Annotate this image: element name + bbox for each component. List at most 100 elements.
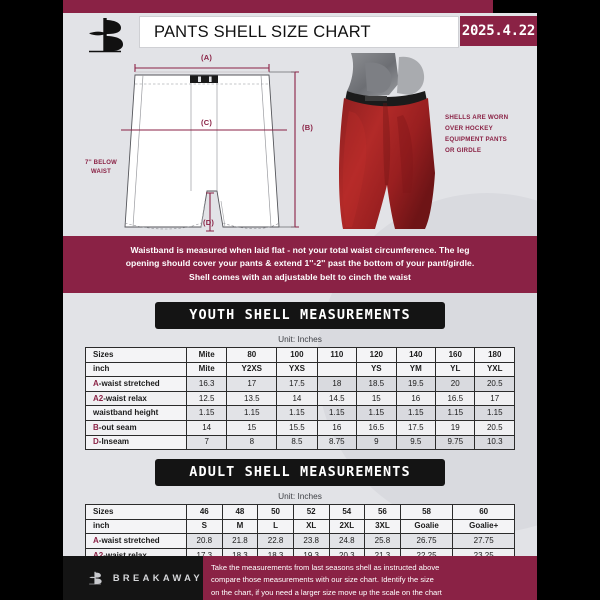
table-cell <box>316 361 358 378</box>
table-cell: Mite <box>185 346 228 363</box>
table-cell: 9.5 <box>395 434 437 451</box>
row-marker: A <box>93 378 99 388</box>
pants-shell-product-photo <box>339 53 435 229</box>
table-cell: 12.5 <box>185 390 228 407</box>
table-row: D-Inseam 7 8 8.5 8.75 9 9.5 9.75 10.3 <box>85 434 515 451</box>
band-line-1: Waistband is measured when laid flat - n… <box>130 245 470 255</box>
table-cell: 17 <box>226 376 278 392</box>
table-cell: 1.15 <box>356 405 397 421</box>
table-cell: 21.3 <box>364 547 401 556</box>
table-cell: 3XL <box>364 518 401 535</box>
shell-worn-note: SHELLS ARE WORN OVER HOCKEY EQUIPMENT PANT… <box>445 114 509 154</box>
table-cell: 54 <box>328 504 366 520</box>
table-cell: 1.15 <box>226 405 278 421</box>
footer: BREAKAWAY Take the measurements from las… <box>0 556 600 600</box>
footer-line-2: compare those measurements with our size… <box>211 575 434 585</box>
below-waist-note: 7'' BELOW WAIST <box>85 160 117 175</box>
table-cell: 140 <box>395 346 437 363</box>
table-row: waistband height 1.15 1.15 1.15 1.15 1.15 1.15… <box>85 405 515 421</box>
row-label: waistband height <box>85 405 187 421</box>
table-cell: Y2XS <box>226 361 278 378</box>
table-cell: 25.8 <box>364 533 401 549</box>
table-cell: 14.5 <box>316 390 358 407</box>
table-cell: 27.75 <box>452 533 515 549</box>
table-cell: 56 <box>364 504 401 520</box>
table-cell: 7 <box>185 434 228 451</box>
footer-brand: BREAKAWAY <box>63 556 203 600</box>
table-cell: YXL <box>474 361 515 378</box>
table-cell: 8.5 <box>276 434 318 451</box>
header: PANTS SHELL SIZE CHART 2025.4.22 <box>63 13 537 53</box>
row-marker: B <box>93 422 99 432</box>
table-row: A-waist stretched 20.8 21.8 22.8 23.8 24.8 25.… <box>85 533 515 549</box>
diagram-label-a: (A) <box>201 53 213 62</box>
row-label: A-waist stretched <box>85 533 187 549</box>
table-cell: 16.5 <box>435 390 476 407</box>
table-cell: 9.75 <box>435 434 476 451</box>
pants-technical-diagram-icon <box>121 64 299 232</box>
table-cell: 1.15 <box>395 405 437 421</box>
table-cell: 19.3 <box>292 547 330 556</box>
page-title-box: PANTS SHELL SIZE CHART <box>139 16 459 48</box>
adult-unit: Unit: Inches <box>278 491 322 502</box>
table-cell: 17 <box>474 390 515 407</box>
date-text: 2025.4.22 <box>461 23 536 39</box>
table-cell: 20.5 <box>474 419 515 436</box>
row-label: Sizes <box>85 346 187 363</box>
table-cell: Goalie <box>399 518 454 535</box>
diagram-label-d: (D) <box>203 218 215 227</box>
table-cell: 20.8 <box>186 533 223 549</box>
youth-section-header: YOUTH SHELL MEASUREMENTS <box>63 301 537 329</box>
diagram-label-b: (B) <box>302 123 314 132</box>
row-marker: A <box>93 536 99 546</box>
band-line-3: Shell comes with an adjustable belt to c… <box>189 271 411 282</box>
table-cell: 110 <box>316 346 358 363</box>
table-row: A2-waist relax 17.3 18.3 18.3 19.3 20.3 21.3 22… <box>85 547 515 556</box>
breakaway-b-logo-icon <box>89 18 123 53</box>
table-cell: 1.15 <box>276 405 318 421</box>
row-label: D-Inseam <box>85 434 187 451</box>
table-cell: YM <box>395 361 437 378</box>
table-cell: 2XL <box>328 518 366 535</box>
table-cell: L <box>257 518 294 535</box>
row-label: Sizes <box>85 504 187 520</box>
adult-measurements-table: Sizes 46 48 50 52 54 56 58 60 inch S M L XL 2XL 3XL Goal… <box>85 504 515 556</box>
table-cell: 60 <box>452 504 515 520</box>
table-cell: 1.15 <box>435 405 476 421</box>
table-cell: YL <box>435 361 476 378</box>
table-cell: 16 <box>316 419 358 436</box>
row-label: A-waist stretched <box>85 376 187 392</box>
table-cell: 10.3 <box>474 434 515 451</box>
row-label: inch <box>85 518 187 535</box>
table-cell: 16.5 <box>356 419 397 436</box>
table-cell: 24.8 <box>328 533 366 549</box>
table-row: A-waist stretched 16.3 17 17.5 18 18.5 19.5 20 2… <box>85 376 515 392</box>
row-marker: A2 <box>93 550 104 556</box>
table-row: A2-waist relax 12.5 13.5 14 14.5 15 16 16.5 17 <box>85 390 515 407</box>
table-cell: 23.8 <box>292 533 330 549</box>
row-marker: A2 <box>93 393 104 403</box>
youth-measurements-table: Sizes Mite 80 100 110 120 140 160 180 inch Mite Y2X… <box>85 346 515 451</box>
table-cell: 1.15 <box>185 405 228 421</box>
row-label: B-out seam <box>85 419 187 436</box>
band-line-2: opening should cover your pants & extend… <box>125 258 475 269</box>
table-cell: 48 <box>221 504 259 520</box>
table-cell: 16.3 <box>185 376 228 392</box>
table-cell: 9 <box>356 434 397 451</box>
footer-line-3: on the chart, if you need a larger size … <box>211 587 442 597</box>
table-cell: 20.3 <box>328 547 366 556</box>
footer-instructions: Take the measurements from last seasons … <box>203 556 537 600</box>
table-row: Sizes Mite 80 100 110 120 140 160 180 <box>85 346 515 363</box>
table-cell: 1.15 <box>316 405 358 421</box>
table-cell: 58 <box>399 504 454 520</box>
table-cell: YS <box>356 361 397 378</box>
table-cell: 18.3 <box>221 547 259 556</box>
table-cell: 22.25 <box>399 547 454 556</box>
table-cell: 18 <box>316 376 358 392</box>
table-cell: 17.5 <box>276 376 318 392</box>
date-badge: 2025.4.22 <box>460 16 537 46</box>
adult-title: ADULT SHELL MEASUREMENTS <box>155 459 445 487</box>
table-cell: 80 <box>226 346 278 363</box>
table-cell: Goalie+ <box>452 518 515 535</box>
